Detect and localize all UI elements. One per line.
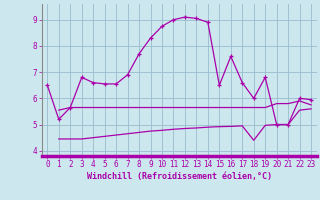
X-axis label: Windchill (Refroidissement éolien,°C): Windchill (Refroidissement éolien,°C) [87,172,272,181]
